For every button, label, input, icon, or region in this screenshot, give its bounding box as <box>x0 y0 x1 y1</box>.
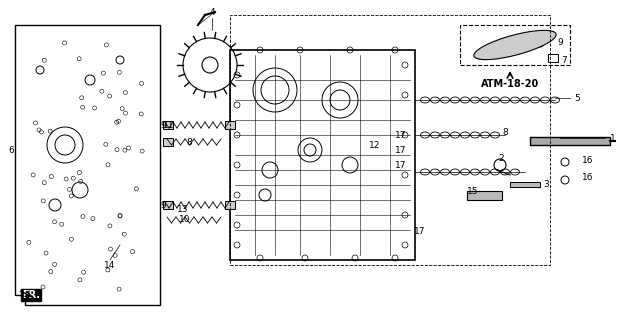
Text: 17: 17 <box>395 161 406 170</box>
Text: 9: 9 <box>160 201 166 210</box>
Text: 6: 6 <box>8 146 14 155</box>
Bar <box>230 15 550 265</box>
Text: 8: 8 <box>186 138 192 147</box>
Bar <box>530 137 610 145</box>
Text: 16: 16 <box>582 172 594 181</box>
Bar <box>163 138 173 146</box>
Bar <box>163 121 173 129</box>
Text: 15: 15 <box>467 188 479 196</box>
Text: 17: 17 <box>395 146 406 155</box>
Text: FR.: FR. <box>22 290 40 300</box>
Bar <box>225 121 235 129</box>
Bar <box>467 191 502 200</box>
Text: 17: 17 <box>414 228 426 236</box>
Text: 9: 9 <box>557 37 562 46</box>
Ellipse shape <box>474 30 556 60</box>
Bar <box>510 182 540 187</box>
Text: 9: 9 <box>160 121 166 130</box>
Text: 1: 1 <box>610 133 616 142</box>
Text: 14: 14 <box>104 260 116 269</box>
Bar <box>548 54 558 62</box>
Text: 13: 13 <box>177 205 189 214</box>
Text: 7: 7 <box>561 55 567 65</box>
Text: 5: 5 <box>574 93 580 102</box>
Text: 2: 2 <box>498 154 504 163</box>
Text: FR.: FR. <box>22 290 40 300</box>
Bar <box>225 201 235 209</box>
Text: 8: 8 <box>502 127 508 137</box>
Text: 10: 10 <box>179 215 191 225</box>
Text: 3: 3 <box>543 180 549 188</box>
Text: 17: 17 <box>395 131 406 140</box>
Bar <box>230 50 415 260</box>
Bar <box>460 25 570 65</box>
Text: 4: 4 <box>209 7 215 17</box>
Bar <box>163 201 173 209</box>
Text: 12: 12 <box>369 140 381 149</box>
Text: ATM-18-20: ATM-18-20 <box>481 79 539 89</box>
Text: 16: 16 <box>582 156 594 164</box>
Text: 11: 11 <box>163 121 174 130</box>
